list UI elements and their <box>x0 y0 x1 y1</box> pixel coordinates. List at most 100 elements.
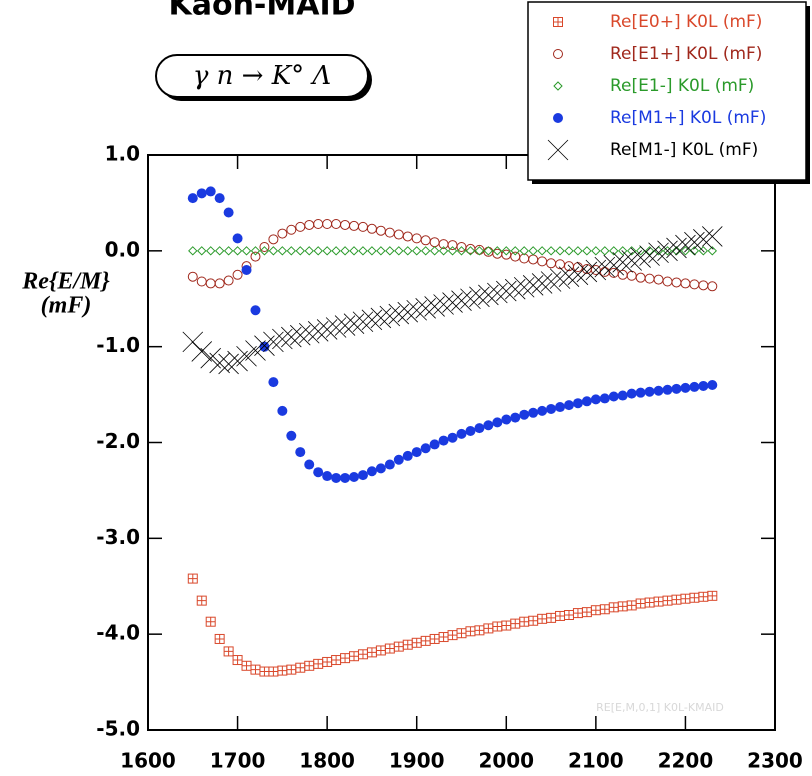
data-point <box>621 250 642 271</box>
data-point <box>232 269 243 280</box>
data-point <box>196 595 207 606</box>
reaction: γ n → K° Λ <box>193 61 331 91</box>
data-point <box>693 229 714 250</box>
data-point <box>671 246 682 256</box>
data-point <box>370 307 392 329</box>
data-point <box>572 608 583 619</box>
data-point <box>433 294 454 315</box>
watermark: RE[E,M,0,1] K0L-KMAID <box>596 701 724 714</box>
x-tick-label: 2100 <box>568 749 624 773</box>
data-point <box>510 618 521 629</box>
data-point <box>406 299 427 321</box>
data-point <box>635 272 646 283</box>
data-point <box>600 246 610 256</box>
data-point <box>689 592 700 603</box>
data-point <box>241 246 252 256</box>
data-point <box>232 233 243 244</box>
data-point <box>343 313 365 334</box>
data-point <box>680 278 691 289</box>
data-point <box>286 430 297 441</box>
data-point <box>182 331 204 353</box>
data-point <box>684 231 705 253</box>
data-point <box>358 246 368 256</box>
data-point <box>241 660 252 671</box>
data-point <box>563 610 574 620</box>
data-point <box>546 403 557 414</box>
data-point <box>537 256 548 267</box>
y-tick-label: -3.0 <box>96 525 140 549</box>
data-point <box>599 266 610 277</box>
legend-label: Re[E1-] K0L (mF) <box>610 76 754 96</box>
data-point <box>594 256 616 278</box>
legend-marker <box>553 49 563 59</box>
data-point <box>313 658 324 669</box>
data-point <box>250 664 261 675</box>
data-point <box>322 656 333 667</box>
data-point <box>576 261 598 283</box>
data-point <box>680 382 691 393</box>
chart-title: Kaon-MAID <box>168 0 355 23</box>
data-point <box>304 219 315 230</box>
data-point <box>298 322 320 344</box>
data-point <box>429 237 440 248</box>
data-point <box>313 219 324 229</box>
data-point <box>653 246 664 256</box>
data-point <box>492 417 503 428</box>
data-point <box>546 246 556 256</box>
y-tick-label: -5.0 <box>96 717 140 741</box>
x-tick-label: 1800 <box>299 749 355 773</box>
data-point <box>268 666 279 677</box>
data-point <box>603 254 625 276</box>
data-point <box>474 246 485 256</box>
data-point <box>474 625 485 636</box>
data-point <box>438 246 449 256</box>
data-point <box>340 219 351 230</box>
data-point <box>644 597 655 608</box>
data-point <box>510 251 521 262</box>
data-point <box>304 660 315 671</box>
data-point <box>442 292 463 313</box>
data-point <box>519 409 530 420</box>
y-axis-label: Re{E/M} <box>21 269 110 295</box>
data-point <box>232 246 243 256</box>
data-point <box>438 435 449 446</box>
data-point <box>653 274 664 285</box>
data-point <box>492 246 503 256</box>
data-point <box>295 221 306 232</box>
data-point <box>223 246 234 256</box>
data-point <box>313 246 323 256</box>
data-point <box>496 280 517 302</box>
data-point <box>384 459 395 470</box>
y-tick-label: -4.0 <box>96 621 140 645</box>
data-point <box>501 246 511 256</box>
data-point <box>689 279 700 290</box>
y-tick-label: -2.0 <box>96 429 140 453</box>
data-point <box>447 432 458 443</box>
data-point <box>698 380 709 391</box>
data-point <box>653 596 664 607</box>
data-point <box>528 254 539 265</box>
data-point <box>277 228 288 239</box>
data-point <box>304 246 314 256</box>
data-point <box>582 246 592 256</box>
data-point <box>653 385 664 396</box>
data-point <box>537 405 548 416</box>
data-point <box>394 246 404 256</box>
data-point <box>415 298 436 319</box>
data-point <box>357 649 368 660</box>
data-point <box>531 273 553 294</box>
data-point <box>555 402 566 413</box>
data-point <box>313 467 324 478</box>
data-point <box>492 621 503 632</box>
data-point <box>411 447 422 458</box>
data-point <box>420 443 431 454</box>
data-point <box>456 428 467 439</box>
data-point <box>272 328 293 350</box>
data-point <box>626 600 637 611</box>
data-point <box>456 246 467 256</box>
data-point <box>412 246 422 256</box>
data-point <box>680 593 691 604</box>
data-point <box>250 251 261 262</box>
data-point <box>259 242 270 252</box>
data-point <box>558 266 580 287</box>
